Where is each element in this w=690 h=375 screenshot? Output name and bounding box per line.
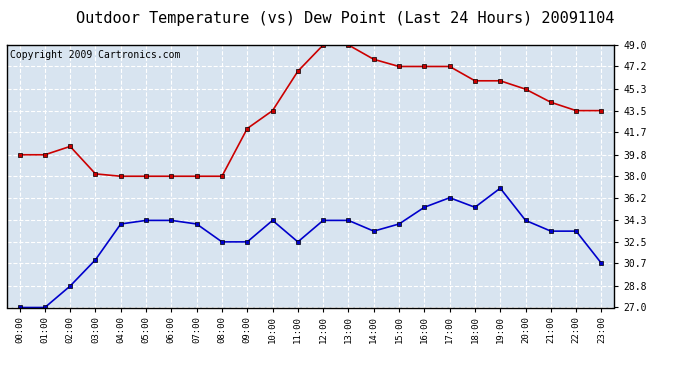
- Text: Outdoor Temperature (vs) Dew Point (Last 24 Hours) 20091104: Outdoor Temperature (vs) Dew Point (Last…: [76, 11, 614, 26]
- Text: Copyright 2009 Cartronics.com: Copyright 2009 Cartronics.com: [10, 50, 180, 60]
